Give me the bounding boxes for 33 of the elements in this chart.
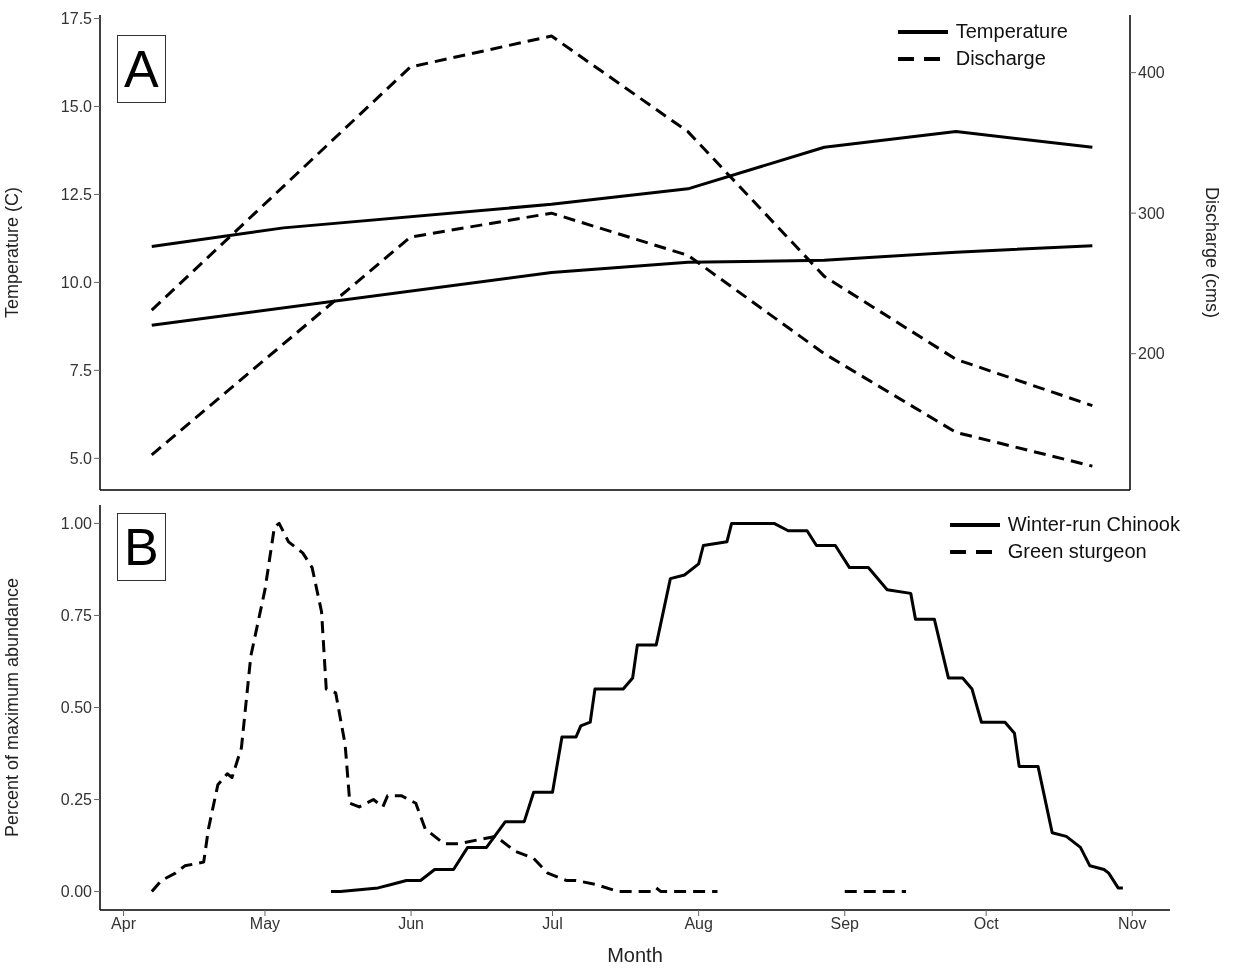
x-tick-label: Nov <box>1118 915 1147 933</box>
y-tick-label: 0.75 <box>60 607 93 625</box>
annotation: A <box>117 35 166 103</box>
legend-label: Temperature <box>955 19 1068 44</box>
x-tick-label: Apr <box>111 915 137 933</box>
y-tick-label: 5.0 <box>69 450 93 468</box>
y-tick-label: 0.25 <box>60 791 93 809</box>
y-axis-title: Temperature (C) <box>2 186 23 319</box>
y-axis-title: Percent of maximum abundance <box>2 577 23 838</box>
y-tick-label: 7.5 <box>69 362 93 380</box>
x-tick-label: Jun <box>398 915 424 933</box>
line-series <box>150 211 1094 468</box>
y-tick-label: 15.0 <box>60 98 93 116</box>
x-axis-title: Month <box>607 944 663 966</box>
x-tick-label: Aug <box>684 915 713 933</box>
x-tick-label: Oct <box>973 915 1000 933</box>
y-tick-label: 0.50 <box>60 699 93 717</box>
annotation: B <box>117 513 166 581</box>
x-tick-label: Sep <box>830 915 860 933</box>
y-tick-label: 17.5 <box>60 10 93 28</box>
y2-axis-title: Discharge (cms) <box>1201 186 1222 319</box>
y-tick-label: 1.00 <box>60 515 93 533</box>
y2-tick-label: 200 <box>1138 345 1165 363</box>
legend-label: Discharge <box>955 46 1046 71</box>
y-tick-label: 10.0 <box>60 274 93 292</box>
legend-label: Green sturgeon <box>1007 539 1147 564</box>
x-tick-label: May <box>249 915 281 933</box>
y2-tick-label: 400 <box>1138 64 1165 82</box>
y2-tick-label: 300 <box>1138 204 1165 222</box>
y-tick-label: 0.00 <box>60 883 93 901</box>
y-tick-label: 12.5 <box>60 186 93 204</box>
x-tick-label: Jul <box>542 915 563 933</box>
legend-label: Winter-run Chinook <box>1007 512 1180 537</box>
